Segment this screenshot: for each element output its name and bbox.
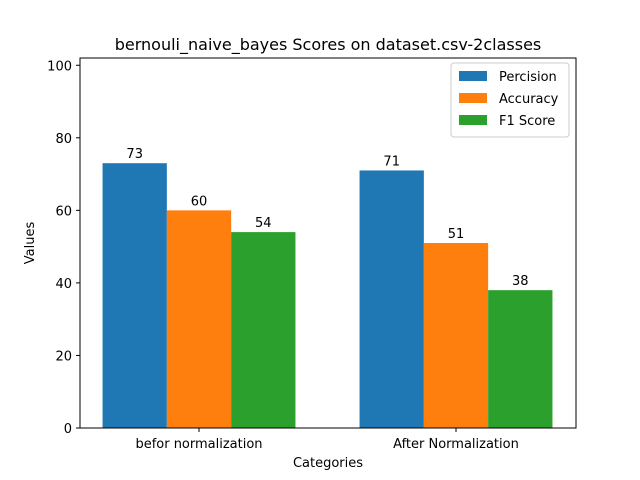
bar	[423, 243, 489, 428]
legend-label: F1 Score	[499, 114, 555, 129]
legend-swatch	[459, 115, 487, 125]
chart-title: bernouli_naive_bayes Scores on dataset.c…	[115, 35, 542, 55]
x-axis-label: Categories	[293, 456, 363, 471]
bar-value-label: 60	[191, 194, 208, 209]
bar-value-label: 73	[126, 147, 143, 162]
x-tick-label: befor normalization	[135, 437, 262, 452]
y-tick-label: 40	[55, 277, 72, 292]
y-axis-label: Values	[23, 222, 38, 265]
x-tick-label: After Normalization	[393, 437, 519, 452]
legend-swatch	[459, 71, 487, 81]
bar	[359, 170, 424, 428]
legend: Percision Accuracy F1 Score	[450, 62, 570, 138]
y-tick-label: 100	[47, 59, 72, 74]
bar-value-label: 54	[255, 216, 272, 231]
bar-value-label: 71	[383, 154, 400, 169]
legend-label: Percision	[499, 70, 557, 85]
bar-value-label: 38	[512, 274, 529, 289]
bar	[166, 210, 232, 428]
y-tick-label: 0	[64, 422, 72, 437]
legend-swatch	[459, 93, 487, 103]
y-tick-label: 80	[55, 132, 72, 147]
bar	[488, 290, 553, 428]
y-tick-label: 20	[55, 349, 72, 364]
bar-value-label: 51	[448, 227, 465, 242]
legend-label: Accuracy	[499, 92, 559, 107]
bar	[102, 163, 167, 428]
y-tick-label: 60	[55, 204, 72, 219]
plot-area: 73 71 60 51 54 38 befor normalization After Nor…	[47, 59, 553, 452]
bar	[231, 232, 296, 428]
plot-frame	[79, 57, 577, 429]
